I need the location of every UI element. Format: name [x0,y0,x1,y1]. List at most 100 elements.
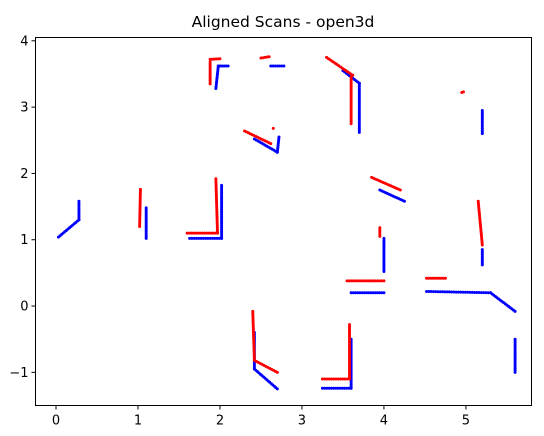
blue-scan-point [484,291,488,295]
blue-scan-point [273,64,277,68]
red-scan-point [435,276,439,280]
red-scan-point [351,73,355,77]
red-scan-point [378,226,382,230]
x-tick-label: 0 [52,414,60,429]
y-tick-label: 2 [20,167,28,182]
red-scan-point [338,377,342,381]
blue-scan-point [443,290,447,294]
blue-scan-point [513,337,517,341]
blue-scan-point [201,236,205,240]
blue-scan-point [367,291,371,295]
red-scan-point [375,279,379,283]
red-scan-point [461,90,465,94]
blue-scan-point [447,290,451,294]
blue-scan-point [280,64,284,68]
blue-scan-point [427,290,431,293]
blue-scan-point [340,386,344,390]
red-scan-point [425,276,429,280]
blue-scan-point [473,290,477,294]
blue-scan-point [452,290,456,294]
y-tick-label: −1 [9,366,28,381]
blue-scan-point [271,64,275,68]
red-scan-point [327,377,331,381]
red-scan-point [271,126,275,130]
red-scan-point [190,231,193,235]
red-scan-point [345,377,349,381]
red-scan-point [352,279,356,283]
blue-scan-point [206,236,210,240]
blue-scan-point [436,290,440,294]
red-scan-point [398,188,402,192]
blue-scan-point [226,64,230,68]
red-scan-point [343,377,347,381]
blue-scan-point [199,236,203,240]
blue-scan-point [358,291,362,295]
blue-scan-point [329,386,333,390]
blue-scan-point [450,290,454,294]
red-scan-point [441,276,445,280]
chart-title: Aligned Scans - open3d [192,13,375,31]
blue-scan-point [378,291,382,295]
red-scan-point [356,279,360,283]
red-scan-point [341,377,345,381]
red-scan-point [323,377,327,381]
y-tick-label: 0 [20,300,28,315]
red-scan-point [443,276,447,280]
blue-scan-point [351,291,355,295]
blue-scan-point [479,291,483,295]
blue-scan-point [275,387,279,391]
blue-scan-point [438,290,442,294]
x-tick-label: 1 [134,414,142,429]
red-scan-point [334,377,338,381]
blue-scan-point [431,290,435,294]
red-scan-point [371,279,375,283]
blue-scan-point [369,291,373,295]
x-tick-label: 5 [462,414,470,429]
blue-scan-point [459,290,463,294]
blue-scan-point [357,130,361,134]
red-scan-point [329,377,333,381]
red-scan-point [325,377,329,381]
blue-scan-point [278,64,282,68]
blue-scan-point [213,236,217,240]
blue-scan-point [208,236,212,240]
red-scan-point [349,75,353,79]
blue-scan-point [382,236,386,240]
y-tick-label: 3 [20,101,28,116]
blue-scan-point [215,236,219,240]
blue-scan-point [375,291,379,295]
red-scan-point [213,231,217,235]
red-scan-point [362,279,366,283]
blue-scan-point [480,248,484,252]
red-scan-point [214,177,218,181]
blue-scan-point [144,206,148,210]
blue-scan-point [362,291,366,295]
red-scan-point [367,279,371,283]
blue-scan-point [434,290,438,294]
red-scan-point [480,243,484,247]
x-tick-label: 2 [216,414,224,429]
x-tick-label: 4 [380,414,388,429]
red-scan-point [354,279,358,283]
red-scan-point [437,276,441,280]
red-scan-point [205,231,209,235]
blue-scan-point [347,386,351,390]
axes-frame [35,37,532,406]
blue-scan-point [269,64,273,68]
blue-scan-point [325,386,329,390]
blue-scan-point [429,290,433,294]
red-scan-point [336,377,340,381]
blue-scan-point [190,236,194,240]
blue-scan-point [210,236,214,240]
blue-scan-point [482,291,486,295]
red-scan-point [360,279,364,283]
blue-scan-point [360,291,364,295]
red-scan-point [439,276,443,280]
blue-scan-point [349,386,353,390]
red-scan-point [275,370,279,374]
blue-scan-point [275,64,279,68]
blue-scan-point [480,108,484,112]
x-tick-label: 3 [298,414,306,429]
blue-scan-point [345,386,349,390]
red-scan-point [365,279,369,283]
